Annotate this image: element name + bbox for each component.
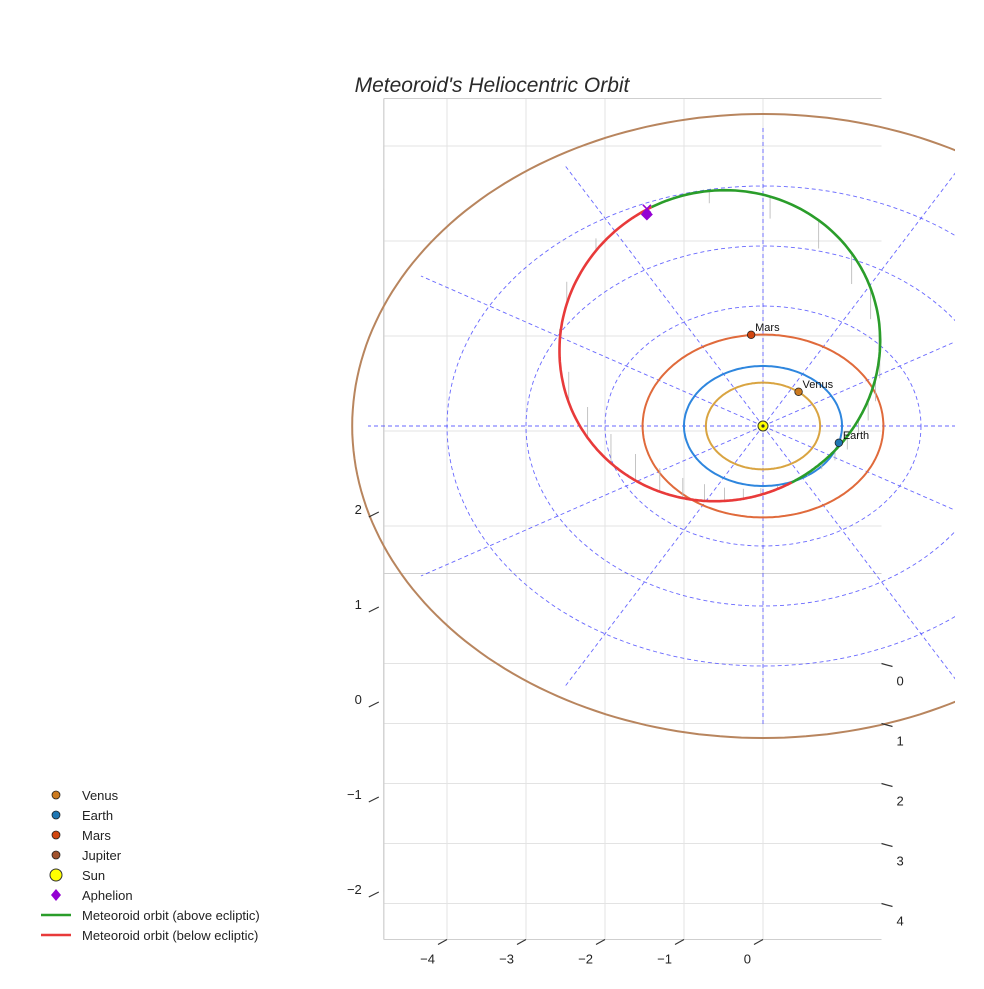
y-tick-label-3: 3	[897, 854, 904, 869]
legend-label: Earth	[82, 807, 114, 823]
meteoroid-orbit-below-1	[558, 205, 793, 503]
legend-label: Mars	[82, 827, 111, 843]
x-tick-label-3: −1	[657, 952, 672, 967]
z-tick-mark-1	[368, 606, 380, 613]
y-tick-label-4: 4	[897, 914, 904, 929]
legend-item-mars: Mars	[38, 825, 260, 845]
x-tick-label-1: −3	[499, 952, 514, 967]
legend-swatch-3	[38, 845, 74, 865]
z-tick-label-1: 1	[355, 597, 362, 612]
planet-marker-earth	[834, 438, 844, 447]
y-tick-label-1: 1	[897, 734, 904, 749]
meteoroid-orbit-above-2	[650, 188, 882, 483]
legend: Venus Earth Mars Jupiter Sun Aphelion Meteoroi…	[38, 785, 260, 945]
legend-item-meteoroid-orbit-above-ecliptic: Meteoroid orbit (above ecliptic)	[38, 905, 260, 925]
legend-label: Aphelion	[82, 887, 133, 903]
x-tick-label-0: −4	[420, 952, 435, 967]
z-tick-mark-0	[368, 511, 380, 518]
y-tick-label-0: 0	[897, 674, 904, 689]
x-tick-mark-2	[595, 938, 606, 946]
ecliptic-ring-3	[525, 245, 955, 607]
legend-swatch-4	[38, 865, 74, 885]
aphelion-marker	[640, 208, 653, 221]
orbit-mars	[641, 333, 885, 519]
orbit-jupiter	[351, 112, 955, 740]
planet-label-venus: Venus	[803, 379, 834, 391]
planet-label-mars: Mars	[755, 322, 780, 334]
y-tick-mark-1	[881, 722, 893, 728]
planet-marker-mars	[746, 330, 756, 339]
x-tick-label-4: 0	[744, 952, 751, 967]
orbit-venus	[704, 381, 822, 471]
ecliptic-spoke-7	[420, 275, 764, 427]
legend-label: Jupiter	[82, 847, 122, 863]
planet-marker-venus	[794, 387, 803, 396]
z-tick-label-0: 2	[355, 502, 362, 517]
sun-center	[761, 424, 765, 428]
orbit-earth	[683, 365, 843, 487]
legend-item-venus: Venus	[38, 785, 260, 805]
legend-swatch-0	[38, 785, 74, 805]
y-tick-label-2: 2	[897, 794, 904, 809]
ecliptic-spoke-10	[762, 172, 955, 427]
ecliptic-spoke-2	[762, 425, 955, 680]
y-tick-mark-3	[881, 842, 893, 848]
legend-label: Venus	[82, 787, 119, 803]
x-tick-mark-4	[753, 938, 764, 946]
y-tick-mark-0	[881, 662, 893, 668]
ecliptic-spoke-4	[565, 425, 764, 687]
legend-label: Meteoroid orbit (above ecliptic)	[82, 907, 260, 923]
legend-label: Sun	[82, 867, 106, 883]
planet-label-earth: Earth	[843, 430, 869, 442]
ecliptic-spoke-1	[762, 425, 955, 511]
y-tick-mark-4	[881, 902, 893, 908]
z-tick-mark-2	[368, 701, 380, 708]
legend-swatch-7	[38, 925, 74, 945]
ecliptic-spoke-5	[420, 425, 764, 577]
legend-swatch-1	[38, 805, 74, 825]
legend-item-jupiter: Jupiter	[38, 845, 260, 865]
legend-item-sun: Sun	[38, 865, 260, 885]
legend-item-aphelion: Aphelion	[38, 885, 260, 905]
legend-item-meteoroid-orbit-below-ecliptic: Meteoroid orbit (below ecliptic)	[38, 925, 260, 945]
x-tick-label-2: −2	[578, 952, 593, 967]
z-tick-label-2: 0	[355, 692, 362, 707]
x-tick-mark-3	[674, 938, 685, 946]
x-tick-mark-1	[516, 938, 527, 946]
z-tick-mark-3	[368, 796, 380, 803]
chart-title: Meteoroid's Heliocentric Orbit	[354, 74, 630, 97]
y-tick-mark-2	[881, 782, 893, 788]
legend-swatch-2	[38, 825, 74, 845]
meteoroid-orbit-above-0	[791, 480, 794, 484]
z-tick-label-4: −2	[347, 882, 362, 897]
legend-label: Meteoroid orbit (below ecliptic)	[82, 927, 259, 943]
plot-group: Venus Earth Mars	[351, 98, 955, 940]
legend-swatch-6	[38, 905, 74, 925]
z-tick-mark-4	[368, 891, 380, 898]
legend-item-earth: Earth	[38, 805, 260, 825]
legend-swatch-5	[38, 885, 74, 905]
z-tick-label-3: −1	[347, 787, 362, 802]
ecliptic-spoke-8	[565, 165, 764, 427]
x-tick-mark-0	[437, 938, 448, 946]
